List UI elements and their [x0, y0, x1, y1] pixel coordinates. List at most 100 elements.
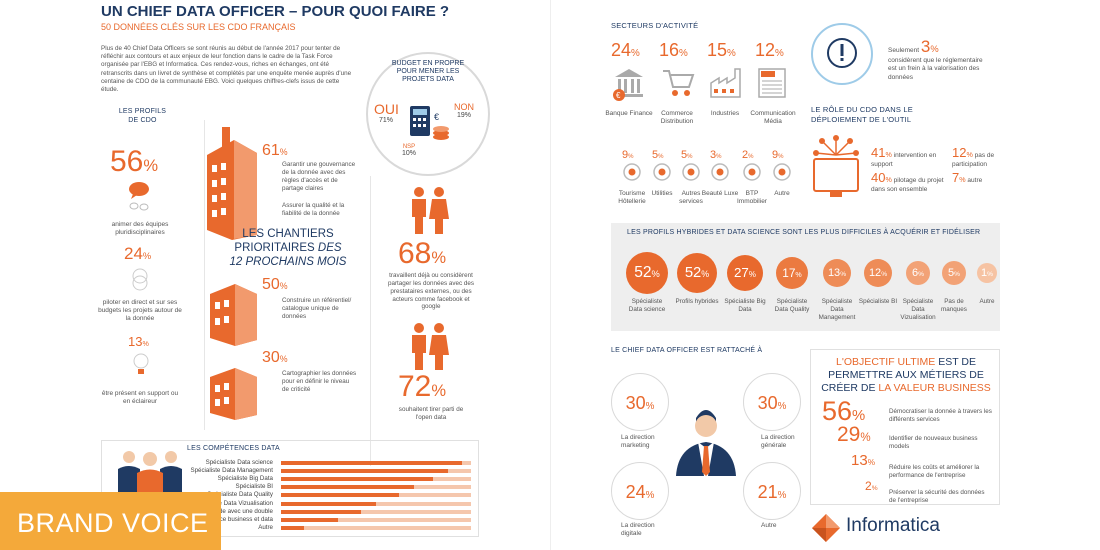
stat-unit: % [871, 485, 878, 492]
hybride-bubble: 27% [727, 255, 763, 291]
competence-bar-track [281, 525, 471, 530]
role-value: 12 [952, 145, 967, 160]
role-item-1: 41% intervention en support [871, 145, 951, 168]
reg-unit: % [930, 44, 939, 54]
dots-icon [771, 161, 793, 188]
role-heading: LE RÔLE DU CDO DANS LE DÉPLOIEMENT DE L'… [811, 105, 913, 124]
stat-value: 56 [110, 145, 144, 178]
profil-label-1: animer des équipes pluridisciplinaires [111, 221, 169, 237]
rattache-label: La direction générale [761, 434, 795, 450]
stat-value: 56 [822, 396, 853, 426]
stat-unit: % [279, 281, 288, 291]
competence-bar [281, 525, 304, 530]
budget-oui: OUI 71% [374, 101, 399, 124]
reglementaire-text: Seulement 3% considèrent que le réglemen… [888, 36, 993, 82]
bubble-unit: % [748, 270, 756, 279]
bank-icon: € [613, 67, 645, 106]
role-unit: % [966, 151, 973, 159]
brand-voice-banner [0, 492, 221, 550]
secteur-stat: 2% [742, 145, 754, 163]
bubble-unit: % [840, 271, 847, 278]
bubble-unit: % [881, 271, 888, 278]
role-unit: % [885, 151, 892, 159]
profils-heading: LES PROFILS DE CDO [118, 108, 167, 125]
hybride-label: Spécialiste BI [858, 298, 898, 305]
stat-value: 21 [757, 482, 778, 502]
rattache-label: La direction digitale [621, 522, 655, 538]
share-stat: 68% [398, 237, 446, 271]
objectif-stat: 2% [865, 477, 878, 495]
stat-percent: 13% [851, 452, 875, 469]
role-value: 41 [871, 145, 886, 160]
bubble-unit: % [651, 269, 660, 279]
stat-percent: 15% [707, 40, 736, 60]
profil-stat-3: 13% [128, 334, 149, 349]
stat-unit: % [775, 48, 784, 59]
news-icon [757, 67, 789, 104]
factory-icon [709, 67, 743, 104]
secteur-stat: 5% [652, 145, 664, 163]
svg-text:€: € [616, 91, 621, 100]
oui-value: 71 [379, 117, 387, 124]
objectif-title-text: EST DE PERMETTRE AUX MÉTIERS DE CRÉER DE [821, 356, 984, 395]
oui-unit: % [386, 117, 394, 124]
competence-bar [281, 477, 433, 482]
heading-line: LES CHANTIERS [242, 228, 334, 240]
competence-bar [281, 517, 338, 522]
bubble-value: 52 [634, 264, 652, 281]
competence-bar [281, 509, 361, 514]
building-illustration-icon [202, 125, 262, 245]
oui-label: OUI [374, 101, 399, 117]
hybride-bubble: 13% [823, 259, 851, 287]
secteur-label: Utilities [651, 190, 673, 197]
competence-bar [281, 469, 449, 474]
stat-unit: % [777, 490, 787, 501]
profil-stat-1: 56% [110, 145, 158, 179]
heading-line: 12 PROCHAINS MOIS [229, 255, 347, 268]
stat-value: 30 [262, 349, 280, 366]
stat-unit: % [628, 154, 634, 160]
budget-title: BUDGET EN PROPRE POUR MENER LES PROJETS … [391, 60, 465, 84]
stat-value: 29 [837, 423, 861, 446]
nsp-label: NSP [402, 144, 416, 150]
objectif-label: Démocratiser la donnée à travers les dif… [889, 408, 992, 423]
stat-value: 16 [659, 40, 680, 60]
rattache-label: Autre [761, 522, 777, 529]
stat-value: 13 [128, 334, 143, 349]
competence-bar [281, 501, 376, 506]
stat-unit: % [279, 147, 288, 157]
stat-unit: % [142, 251, 152, 261]
stat-percent: 5% [681, 149, 693, 161]
competence-bar [281, 493, 399, 498]
chantier-label-2: Construire un référentiel/ catalogue uni… [282, 297, 352, 320]
profil-label-2: piloter en direct et sur ses budgets les… [98, 299, 182, 323]
stat-unit: % [631, 48, 640, 59]
timeline-line [204, 120, 205, 430]
hybride-bubble: 1% [977, 263, 997, 283]
competence-label: Autre [258, 523, 273, 531]
bubble-unit: % [918, 271, 924, 278]
competence-label: Spécialiste Data science [205, 459, 273, 466]
role-item-4: 7% autre [952, 170, 1002, 186]
non-value: 19 [457, 112, 465, 119]
hybride-label: Profils hybrides [675, 298, 719, 305]
chantier-stat-3: 30% [262, 349, 288, 367]
secteur-stat: 3% [710, 145, 722, 163]
people-icon [406, 186, 452, 241]
role-label: pilotage du projet dans son ensemble [871, 177, 944, 193]
competence-label: Spécialiste Data Vizualisation [191, 499, 273, 507]
page-subtitle: 50 DONNÉES CLÉS SUR LES CDO FRANÇAIS [101, 22, 296, 32]
stat-unit: % [778, 154, 784, 160]
stat-value: 9 [622, 149, 629, 161]
secteurs-heading: SECTEURS D'ACTIVITÉ [611, 21, 699, 30]
stat-value: 68 [398, 237, 432, 270]
role-item-3: 40% pilotage du projet dans son ensemble [871, 170, 951, 193]
businessman-icon [674, 404, 738, 481]
competence-label: Spécialiste Data Management [190, 467, 273, 475]
stat-unit: % [867, 458, 876, 467]
competence-label: Spécialiste BI [235, 483, 274, 491]
role-label: pas de participation [952, 152, 995, 168]
bubble-unit: % [954, 271, 960, 278]
stat-value: 13 [851, 452, 868, 469]
stat-percent: 9% [622, 149, 634, 161]
